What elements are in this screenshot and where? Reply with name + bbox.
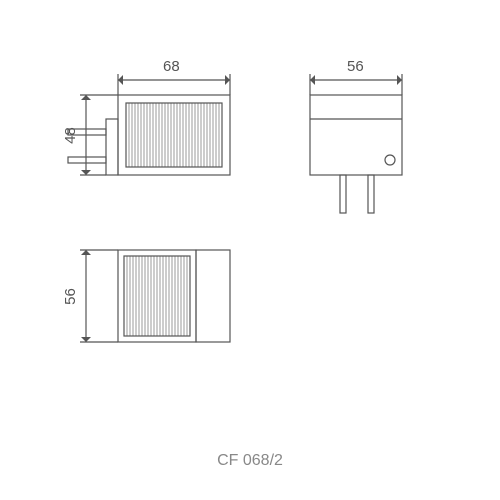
drawing-canvas xyxy=(0,0,500,500)
dim-label-56b: 56 xyxy=(62,288,79,305)
dim-label-48: 48 xyxy=(62,127,79,144)
dim-label-68: 68 xyxy=(163,58,180,75)
caption: CF 068/2 xyxy=(0,452,500,470)
dim-label-56a: 56 xyxy=(347,58,364,75)
